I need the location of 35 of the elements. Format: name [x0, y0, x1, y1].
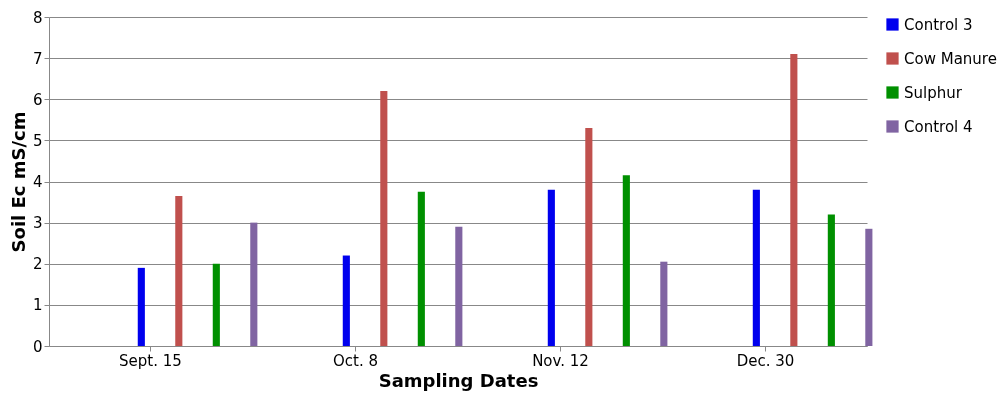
bar [380, 91, 388, 346]
bar [547, 189, 555, 346]
legend-label: Cow Manure [904, 49, 997, 68]
legend-label: Control 4 [904, 117, 973, 136]
bar [250, 222, 258, 346]
y-tick-label: 7 [32, 49, 43, 68]
bar [455, 226, 463, 346]
y-tick-label: 6 [32, 90, 43, 109]
bar [585, 128, 593, 346]
y-tick-label: 0 [32, 337, 43, 356]
y-tick-label: 4 [32, 173, 43, 191]
bar [212, 263, 220, 346]
y-tick-label: 1 [32, 296, 43, 315]
bar [790, 54, 798, 346]
bar [417, 191, 425, 346]
y-tick-label: 3 [32, 214, 43, 233]
y-tick-label: 5 [32, 131, 43, 150]
bar [660, 261, 668, 346]
y-axis-title: Soil Ec mS/cm [7, 111, 29, 253]
legend-label: Control 3 [904, 15, 973, 34]
x-axis-title: Sampling Dates [378, 369, 539, 391]
x-tick-label: Dec. 30 [736, 351, 795, 370]
bar [137, 267, 145, 346]
bar [342, 255, 350, 346]
x-tick-label: Nov. 12 [532, 351, 589, 370]
bar [752, 189, 760, 346]
bar [865, 228, 873, 346]
bar [827, 214, 835, 346]
y-tick-label: 8 [32, 8, 43, 27]
bar [622, 175, 630, 346]
legend-label: Sulphur [904, 83, 963, 102]
x-tick-label: Sept. 15 [119, 351, 182, 370]
bar [175, 195, 183, 346]
x-tick-label: Oct. 8 [332, 351, 378, 370]
y-tick-label: 2 [32, 255, 43, 274]
